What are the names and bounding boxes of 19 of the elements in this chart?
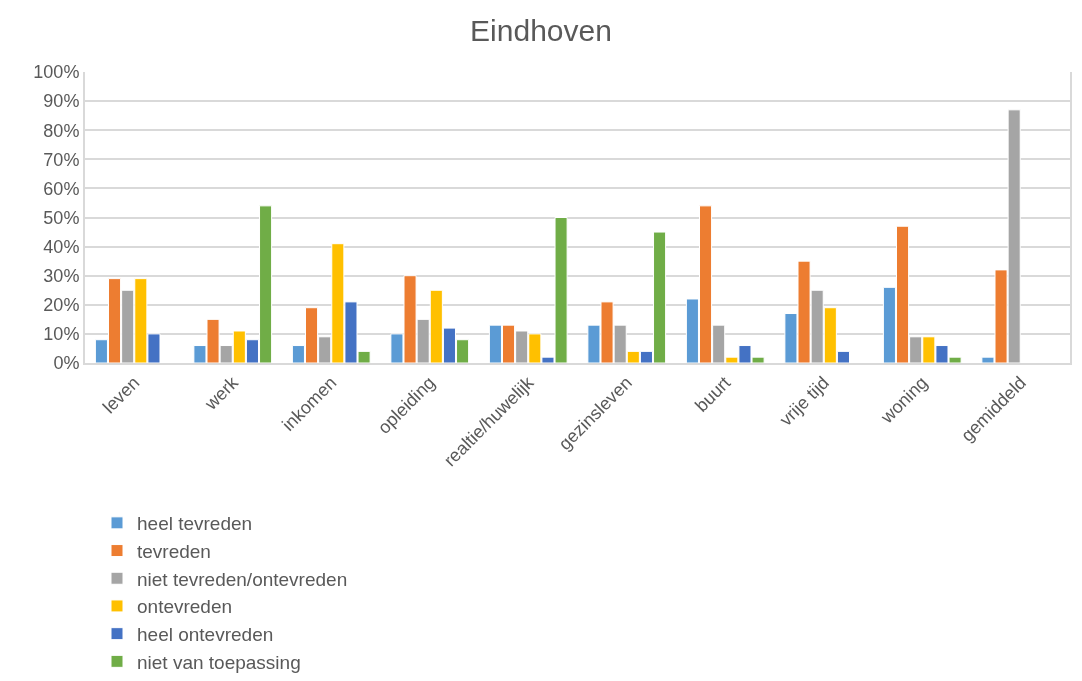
legend-label: heel ontevreden	[137, 624, 274, 646]
y-tick-label: 70%	[43, 149, 80, 170]
y-tick-label: 30%	[43, 266, 80, 286]
y-tick-label: 20%	[43, 295, 80, 316]
x-tick-label: vrije tijd	[775, 372, 833, 430]
y-tick-label: 10%	[43, 324, 80, 345]
y-tick-label: 50%	[43, 207, 80, 228]
legend-label: tevreden	[137, 540, 211, 562]
y-tick-label: 0%	[53, 353, 80, 374]
y-tick-label: 80%	[43, 120, 80, 141]
legend-label: heel tevreden	[137, 513, 253, 535]
chart-title: Eindhoven	[470, 14, 612, 48]
legend-label: ontevreden	[137, 596, 233, 618]
legend-label: niet van toepassing	[137, 651, 301, 673]
y-tick-label: 60%	[43, 178, 80, 199]
legend-label: niet tevreden/ontevreden	[137, 568, 348, 590]
y-tick-label: 90%	[43, 91, 80, 112]
y-tick-label: 40%	[43, 236, 80, 257]
y-tick-label: 100%	[33, 62, 80, 83]
